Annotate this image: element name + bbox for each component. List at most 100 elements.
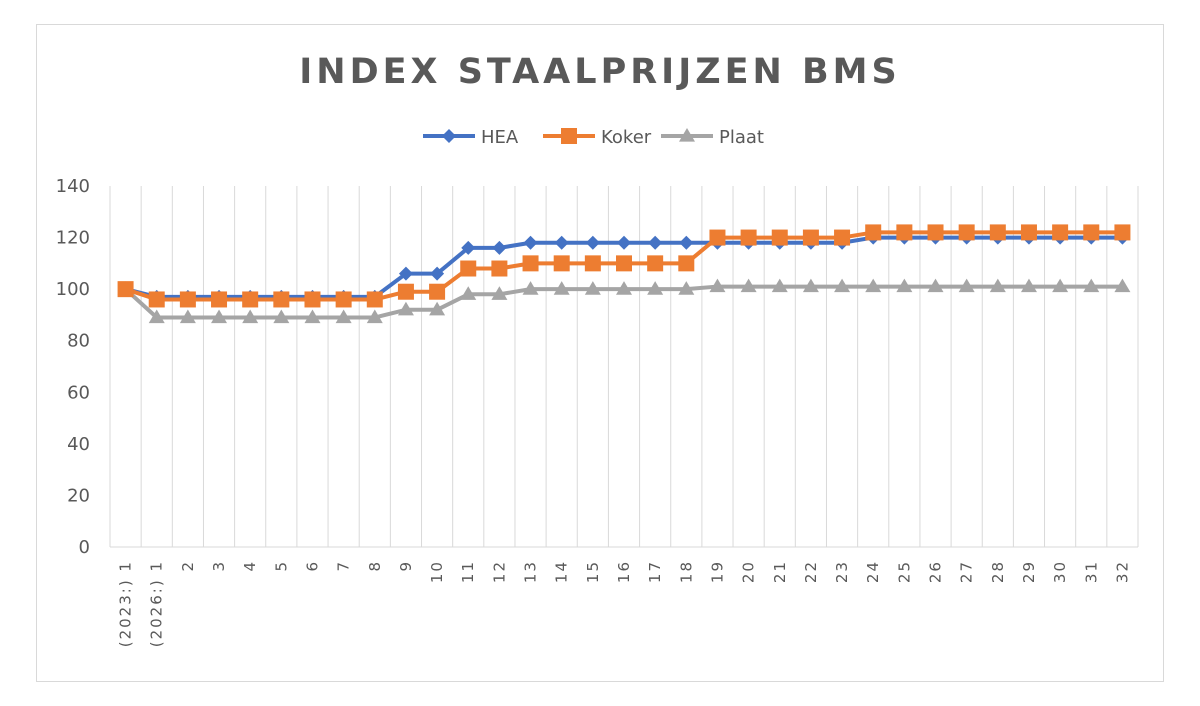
x-tick-label: 17: [646, 560, 664, 583]
legend-marker-hea: [442, 129, 456, 143]
data-point-koker: [958, 224, 975, 241]
x-tick-label: 3: [210, 560, 228, 572]
data-point-plaat: [802, 278, 819, 293]
data-point-hea: [523, 235, 538, 250]
x-tick-label: 9: [397, 560, 415, 572]
data-point-plaat: [460, 286, 477, 300]
data-point-koker: [179, 291, 196, 308]
data-point-koker: [584, 255, 601, 272]
data-point-koker: [273, 291, 290, 308]
x-tick-label: 21: [771, 560, 789, 583]
y-tick-label: 120: [56, 228, 90, 249]
data-point-plaat: [366, 309, 383, 324]
data-point-koker: [771, 229, 788, 246]
data-point-plaat: [834, 278, 851, 293]
data-point-plaat: [616, 281, 632, 295]
data-point-plaat: [740, 278, 757, 293]
data-point-koker: [242, 291, 259, 308]
x-tick-label: 32: [1113, 560, 1131, 583]
data-point-plaat: [584, 281, 601, 295]
x-tick-label: 26: [927, 560, 945, 583]
data-point-plaat: [865, 278, 882, 293]
x-tick-label: 27: [958, 560, 976, 583]
data-point-hea: [617, 235, 631, 250]
data-point-koker: [896, 224, 913, 241]
data-point-hea: [461, 240, 476, 255]
data-point-plaat: [553, 281, 570, 295]
data-point-koker: [989, 224, 1006, 241]
x-tick-label: 28: [989, 560, 1007, 583]
x-tick-label: 8: [366, 560, 384, 572]
data-point-plaat: [429, 301, 446, 316]
x-tick-label: 7: [335, 560, 353, 572]
data-point-koker: [740, 229, 757, 246]
legend-label-plaat: Plaat: [719, 127, 764, 148]
data-point-hea: [554, 235, 569, 250]
legend-label-hea: HEA: [481, 127, 519, 148]
x-tick-label: (2026:) 1: [148, 560, 166, 647]
legend-marker-koker: [561, 128, 577, 144]
y-tick-label: 0: [79, 537, 90, 558]
data-point-koker: [709, 229, 726, 246]
x-tick-label: 23: [833, 560, 851, 583]
x-tick-label: 20: [740, 560, 758, 583]
chart-title: INDEX STAALPRIJZEN BMS: [299, 52, 901, 92]
data-point-koker: [491, 260, 508, 277]
data-point-plaat: [242, 309, 259, 324]
data-point-koker: [211, 291, 228, 308]
data-point-plaat: [273, 309, 290, 324]
x-tick-label: 31: [1082, 560, 1100, 583]
data-point-plaat: [647, 281, 664, 295]
x-tick-label: 12: [490, 560, 508, 583]
data-point-plaat: [179, 309, 196, 324]
x-tick-label: 16: [615, 560, 633, 583]
data-point-plaat: [304, 309, 321, 324]
data-point-koker: [460, 260, 477, 277]
y-tick-label: 100: [56, 279, 90, 300]
x-tick-label: 25: [895, 560, 913, 583]
y-tick-label: 140: [56, 176, 90, 197]
x-tick-label: 5: [272, 560, 290, 572]
data-point-hea: [430, 266, 445, 281]
data-point-koker: [802, 229, 819, 246]
data-point-koker: [865, 224, 882, 241]
data-point-plaat: [522, 281, 539, 295]
y-tick-label: 20: [67, 485, 90, 506]
x-tick-label: 4: [241, 560, 259, 572]
x-tick-label: 30: [1051, 560, 1069, 583]
x-tick-label: 15: [584, 560, 602, 583]
data-point-hea: [679, 235, 694, 250]
data-point-plaat: [397, 301, 414, 316]
x-tick-label: 2: [179, 560, 197, 572]
data-point-plaat: [491, 286, 508, 300]
legend-label-koker: Koker: [601, 127, 652, 148]
x-tick-label: 19: [708, 560, 726, 583]
x-tick-label: 22: [802, 560, 820, 583]
data-point-koker: [397, 283, 414, 300]
data-point-koker: [366, 291, 383, 308]
data-point-plaat: [1114, 278, 1131, 293]
data-point-koker: [1114, 224, 1131, 241]
data-point-koker: [335, 291, 352, 308]
y-tick-label: 60: [67, 382, 90, 403]
data-point-plaat: [1083, 278, 1100, 293]
data-point-koker: [148, 291, 165, 308]
data-point-hea: [585, 235, 600, 250]
x-tick-label: 6: [303, 560, 321, 572]
data-point-koker: [616, 255, 632, 272]
data-point-plaat: [1052, 278, 1069, 293]
data-point-koker: [553, 255, 570, 272]
data-point-koker: [834, 229, 851, 246]
x-tick-label: 10: [428, 560, 446, 583]
x-tick-label: 13: [522, 560, 540, 583]
data-point-plaat: [771, 278, 788, 293]
data-point-hea: [648, 235, 663, 250]
x-tick-label: 11: [459, 560, 477, 583]
data-point-hea: [398, 266, 413, 281]
data-point-plaat: [709, 278, 726, 293]
data-point-koker: [429, 283, 446, 300]
data-point-plaat: [211, 309, 228, 324]
data-point-plaat: [1020, 278, 1037, 293]
data-point-koker: [1083, 224, 1100, 241]
x-tick-label: 29: [1020, 560, 1038, 583]
